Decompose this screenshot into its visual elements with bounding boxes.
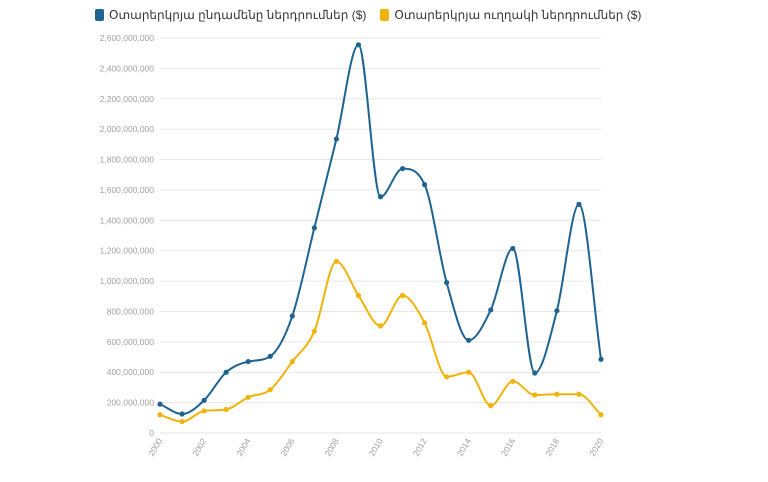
legend-label: Օտարերկրյա ընդամենը ներդրումներ ($) [109,8,367,22]
data-point [355,42,362,48]
data-point [444,279,450,286]
legend-swatch [380,9,390,21]
legend-label: Օտարերկրյա ուղղակի ներդրումներ ($) [394,8,642,22]
data-point [554,391,560,397]
x-tick-label: 2016 [499,436,517,458]
data-point [289,313,295,319]
data-point [245,394,251,400]
x-tick-label: 2020 [587,436,605,458]
data-point [333,136,339,142]
legend-item[interactable]: Օտարերկրյա ուղղակի ներդրումներ ($) [380,8,641,22]
data-point [422,182,428,188]
y-tick-label: 1,800,000,000 [100,155,155,165]
data-point [223,369,229,375]
data-point [311,225,317,231]
y-tick-label: 600,000,000 [107,337,155,347]
data-point [488,307,494,313]
data-point [488,403,494,409]
x-tick-label: 2004 [234,436,252,458]
data-point [355,292,362,299]
data-point [554,308,560,314]
data-point [267,353,273,359]
data-point [510,378,516,384]
y-tick-label: 0 [149,428,154,438]
data-point [444,374,450,380]
x-tick-label: 2006 [278,436,296,458]
data-point [179,419,185,425]
data-point [245,358,251,365]
data-point [377,323,384,329]
data-point [576,201,582,207]
data-point [157,412,163,418]
data-point [377,194,384,200]
data-point [422,320,428,326]
legend-item[interactable]: Օտարերկրյա ընդամենը ներդրումներ ($) [95,8,366,22]
data-point [223,406,229,413]
data-point [399,166,406,172]
data-point [510,245,516,252]
data-point [333,258,339,264]
data-point [289,358,295,365]
data-point [466,369,472,375]
legend-swatch [95,9,104,21]
y-tick-label: 200,000,000 [107,398,155,408]
y-tick-label: 800,000,000 [107,306,155,316]
y-tick-label: 2,600,000,000 [100,33,155,43]
y-tick-label: 2,200,000,000 [100,94,155,104]
data-point [532,370,538,376]
x-tick-label: 2000 [146,436,164,458]
data-point [179,411,185,417]
data-point [532,392,538,398]
x-tick-label: 2002 [190,436,208,458]
data-point [399,292,406,299]
data-point [267,387,273,393]
y-tick-label: 400,000,000 [107,367,155,377]
data-point [311,328,317,334]
series-line [159,43,602,416]
data-point [201,397,207,403]
x-tick-label: 2008 [323,436,341,458]
data-point [157,401,163,407]
y-tick-label: 2,000,000,000 [100,124,155,134]
data-point [466,337,472,343]
y-tick-label: 1,000,000,000 [100,276,155,286]
data-point [201,408,207,414]
data-point [598,356,604,362]
x-tick-label: 2018 [543,436,561,458]
y-tick-label: 2,400,000,000 [100,63,155,73]
x-tick-label: 2010 [367,436,385,458]
y-tick-label: 1,200,000,000 [100,246,155,256]
y-tick-label: 1,400,000,000 [100,215,155,225]
data-point [598,412,604,418]
legend: Օտարերկրյա ընդամենը ներդրումներ ($) Օտարե… [95,8,641,22]
x-tick-label: 2012 [411,436,429,458]
data-point [576,391,582,397]
y-tick-label: 1,600,000,000 [100,185,155,195]
x-tick-label: 2014 [455,436,473,458]
